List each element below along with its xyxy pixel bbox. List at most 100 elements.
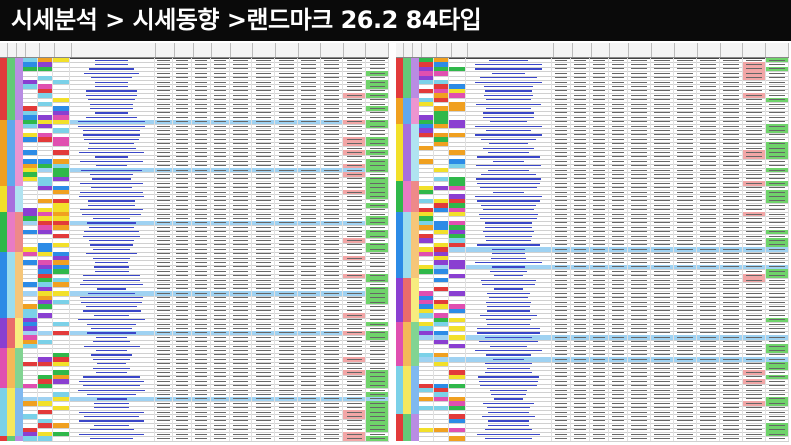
complex-name-cell: [466, 185, 552, 190]
table-row: [23, 194, 389, 200]
table-row: [419, 392, 789, 398]
subgroup-band: [7, 251, 15, 318]
table-row: [419, 181, 789, 187]
complex-name-cell: [70, 203, 155, 208]
spreadsheet-right: [396, 43, 789, 443]
complex-name-cell: [70, 212, 155, 217]
table-row: [419, 97, 789, 103]
complex-name-cell: [466, 58, 552, 63]
table-row: [419, 110, 789, 117]
complex-name-cell: [466, 348, 552, 353]
table-row: [419, 344, 789, 350]
table-row: [419, 256, 789, 262]
table-row: [419, 119, 789, 125]
complex-name-cell: [466, 119, 552, 124]
subgroup-band: [403, 322, 411, 366]
complex-name-cell: [70, 150, 155, 155]
complex-name-cell: [466, 84, 552, 89]
complex-name-cell: [70, 93, 155, 98]
complex-name-cell: [70, 432, 155, 437]
table-row: [419, 124, 789, 130]
table-row: [419, 405, 789, 411]
complex-name-cell: [466, 146, 552, 151]
subgroup-band: [7, 119, 15, 186]
table-row: [23, 269, 389, 275]
complex-name-cell: [70, 370, 155, 375]
subgroup-band: [15, 185, 23, 212]
complex-name-cell: [70, 238, 155, 243]
complex-name-cell: [70, 71, 155, 76]
group-band: [0, 185, 7, 212]
complex-name-cell: [466, 361, 552, 366]
table-row: [419, 190, 789, 196]
complex-name-cell: [70, 295, 155, 300]
table-row: [23, 423, 389, 429]
complex-name-cell: [70, 181, 155, 186]
table-row: [23, 242, 389, 249]
table-row: [23, 102, 389, 108]
complex-name-cell: [70, 247, 155, 252]
group-band: [396, 366, 403, 415]
complex-name-cell: [70, 326, 155, 331]
page-title: 시세분석 > 시세동향 >랜드마크 26.2 84타입: [11, 6, 482, 34]
subgroup-band: [411, 58, 419, 98]
table-row: [419, 185, 789, 191]
table-row: [23, 71, 389, 77]
complex-name-cell: [70, 58, 155, 63]
complex-name-cell: [466, 260, 552, 265]
complex-name-cell: [466, 172, 552, 177]
table-row: [23, 374, 389, 381]
complex-name-cell: [70, 198, 155, 204]
complex-name-cell: [466, 106, 552, 111]
subgroup-band: [7, 185, 15, 212]
table-row: [23, 339, 389, 345]
subgroup-band: [15, 119, 23, 186]
table-row: [419, 361, 789, 367]
group-band: [0, 251, 7, 318]
table-row: [23, 282, 389, 288]
subgroup-band: [411, 212, 419, 278]
complex-name-cell: [70, 322, 155, 327]
table-row: [419, 154, 789, 161]
complex-name-cell: [70, 128, 155, 133]
complex-name-cell: [466, 423, 552, 428]
complex-name-cell: [70, 357, 155, 362]
table-row: [419, 194, 789, 200]
complex-name-cell: [466, 322, 552, 327]
table-row: [419, 84, 789, 90]
group-band: [396, 181, 403, 212]
table-row: [419, 322, 789, 328]
group-band: [396, 414, 403, 441]
table-row: [419, 234, 789, 240]
table-row: [419, 238, 789, 244]
complex-name-cell: [466, 159, 552, 164]
complex-name-cell: [466, 71, 552, 76]
complex-name-cell: [466, 97, 552, 102]
table-row: [419, 176, 789, 183]
complex-name-cell: [70, 124, 155, 129]
complex-name-cell: [466, 93, 552, 98]
table-row: [23, 352, 389, 359]
subgroup-band: [7, 388, 15, 437]
complex-name-cell: [70, 304, 155, 309]
data-table: [419, 58, 789, 443]
complex-name-cell: [466, 383, 552, 388]
table-row: [419, 414, 789, 420]
complex-name-cell: [70, 102, 155, 107]
complex-name-cell: [466, 401, 552, 406]
complex-name-cell: [466, 168, 552, 173]
table-row: [419, 207, 789, 213]
complex-name-cell: [70, 154, 155, 160]
complex-name-cell: [466, 300, 552, 305]
table-row: [23, 176, 389, 183]
table-row: [23, 80, 389, 86]
table-row: [23, 137, 389, 143]
table-row: [23, 119, 389, 125]
complex-name-cell: [466, 154, 552, 160]
complex-name-cell: [70, 317, 155, 322]
complex-name-cell: [70, 410, 155, 415]
table-row: [419, 71, 789, 77]
complex-name-cell: [466, 75, 552, 80]
table-row: [23, 383, 389, 389]
complex-name-cell: [466, 225, 552, 230]
